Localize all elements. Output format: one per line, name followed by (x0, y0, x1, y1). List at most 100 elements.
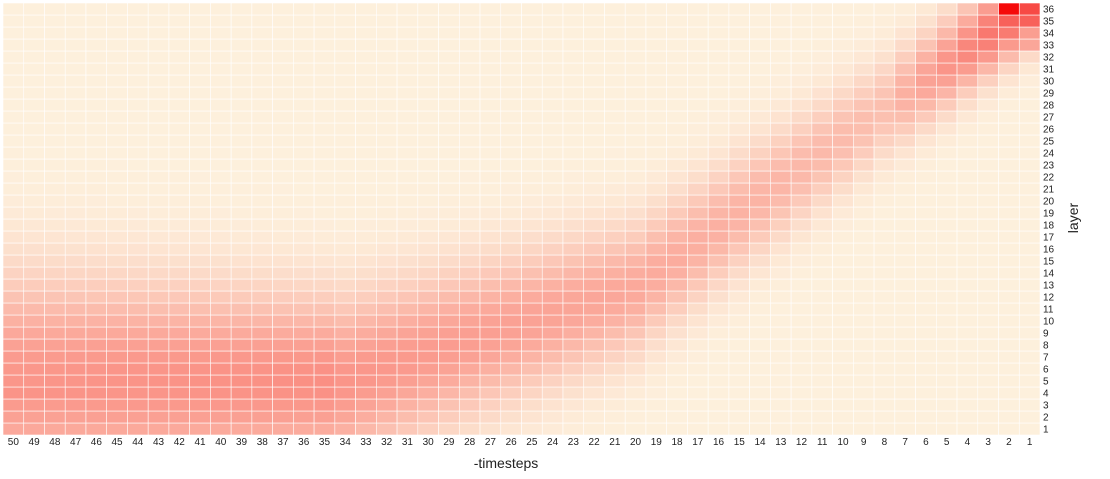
heatmap-cell (458, 158, 481, 172)
heatmap-cell (562, 386, 585, 400)
heatmap-cell (790, 38, 813, 52)
heatmap-cell (956, 38, 979, 52)
heatmap-cell (272, 398, 294, 412)
heatmap-cell (500, 134, 522, 148)
heatmap-cell (147, 158, 170, 172)
heatmap-cell (313, 86, 336, 100)
heatmap-cell (894, 194, 916, 208)
heatmap-cell (894, 218, 916, 232)
heatmap-cell (853, 170, 875, 184)
heatmap-cell (334, 218, 356, 232)
heatmap-cell (935, 74, 958, 88)
heatmap-cell (624, 26, 647, 40)
heatmap-cell (168, 398, 190, 412)
heatmap-cell (604, 170, 626, 184)
heatmap-cell (272, 410, 294, 424)
heatmap-cell (334, 326, 356, 340)
heatmap-cell (168, 134, 190, 148)
heatmap-cell (147, 326, 170, 340)
heatmap-cell (376, 74, 398, 88)
heatmap-cell (230, 362, 253, 376)
heatmap-cell (624, 326, 647, 340)
heatmap-cell (790, 98, 813, 112)
heatmap-cell (624, 98, 647, 112)
heatmap-cell (956, 2, 979, 16)
heatmap-cell (417, 326, 439, 340)
heatmap-cell (272, 98, 294, 112)
heatmap-cell (811, 242, 833, 256)
heatmap-cell (583, 242, 605, 256)
heatmap-cell (521, 50, 543, 64)
heatmap-cell (583, 266, 605, 280)
x-tick-label: 44 (132, 437, 144, 448)
heatmap-cell (583, 218, 605, 232)
heatmap-cell (106, 146, 128, 160)
heatmap-cell (1018, 242, 1041, 256)
heatmap-cell (458, 146, 481, 160)
heatmap-cell (479, 50, 502, 64)
heatmap-cell (624, 158, 647, 172)
heatmap-cell (728, 230, 750, 244)
heatmap-cell (541, 2, 564, 16)
heatmap-cell (956, 374, 979, 388)
y-tick-label: 19 (1043, 209, 1055, 220)
heatmap-cell (64, 350, 87, 364)
x-tick-label: 4 (965, 437, 971, 448)
heatmap-cell (127, 218, 149, 232)
heatmap-cell (541, 254, 564, 268)
heatmap-cell (189, 230, 211, 244)
heatmap-cell (832, 350, 854, 364)
heatmap-cell (541, 86, 564, 100)
heatmap-cell (541, 266, 564, 280)
heatmap-cell (396, 26, 419, 40)
heatmap-cell (210, 158, 232, 172)
heatmap-cell (355, 170, 377, 184)
heatmap-cell (935, 146, 958, 160)
heatmap-cell (998, 350, 1020, 364)
heatmap-cell (438, 194, 460, 208)
heatmap-cell (2, 218, 25, 232)
heatmap-cell (376, 278, 398, 292)
heatmap-cell (272, 50, 294, 64)
heatmap-cell (251, 362, 273, 376)
heatmap-cell (417, 218, 439, 232)
heatmap-cell (355, 62, 377, 76)
heatmap-cell (562, 170, 585, 184)
heatmap-cell (832, 158, 854, 172)
heatmap-cell (770, 350, 792, 364)
heatmap-cell (521, 290, 543, 304)
heatmap-cell (272, 242, 294, 256)
x-tick-label: 39 (236, 437, 248, 448)
heatmap-cell (790, 206, 813, 220)
heatmap-cell (396, 254, 419, 268)
heatmap-cell (873, 326, 896, 340)
heatmap-cell (210, 110, 232, 124)
heatmap-cell (956, 230, 979, 244)
heatmap-cell (915, 14, 937, 28)
heatmap-cell (749, 134, 771, 148)
heatmap-cell (23, 194, 45, 208)
heatmap-cell (23, 302, 45, 316)
heatmap-cell (2, 278, 25, 292)
y-tick-label: 25 (1043, 137, 1055, 148)
heatmap-cell (106, 302, 128, 316)
x-tick-label: 49 (29, 437, 41, 448)
heatmap-cell (790, 338, 813, 352)
heatmap-cell (230, 122, 253, 136)
heatmap-cell (64, 206, 87, 220)
heatmap-cell (313, 206, 336, 220)
heatmap-cell (728, 362, 750, 376)
heatmap-cell (458, 422, 481, 436)
heatmap-cell (935, 26, 958, 40)
heatmap-cell (500, 374, 522, 388)
heatmap-cell (168, 350, 190, 364)
heatmap-cell (127, 50, 149, 64)
heatmap-cell (707, 134, 730, 148)
heatmap-cell (873, 38, 896, 52)
heatmap-cell (396, 278, 419, 292)
x-tick-label: 10 (837, 437, 849, 448)
heatmap-cell (396, 374, 419, 388)
heatmap-cell (770, 50, 792, 64)
heatmap-cell (832, 254, 854, 268)
y-tick-label: 6 (1043, 365, 1049, 376)
